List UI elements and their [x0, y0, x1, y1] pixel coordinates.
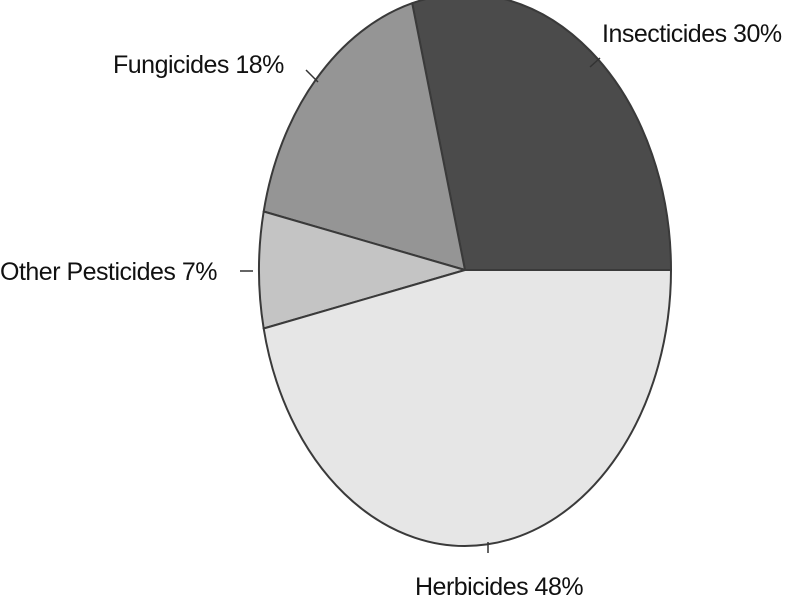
pie-slice-insecticides [411, 0, 672, 271]
leader-line-fungicides [305, 69, 319, 83]
pie-slice-other-pesticides [258, 210, 466, 330]
slice-label-other-pesticides: Other Pesticides 7% [0, 258, 217, 286]
leader-lines [240, 57, 601, 553]
pie-slice-herbicides [262, 269, 672, 547]
slice-label-fungicides: Fungicides 18% [113, 51, 284, 79]
leader-line-insecticides [589, 57, 601, 68]
slice-labels: Insecticides 30% Fungicides 18% Other Pest… [0, 20, 782, 600]
slice-label-insecticides: Insecticides 30% [602, 20, 782, 48]
slice-label-herbicides: Herbicides 48% [415, 573, 583, 600]
pie-slices [258, 0, 672, 547]
